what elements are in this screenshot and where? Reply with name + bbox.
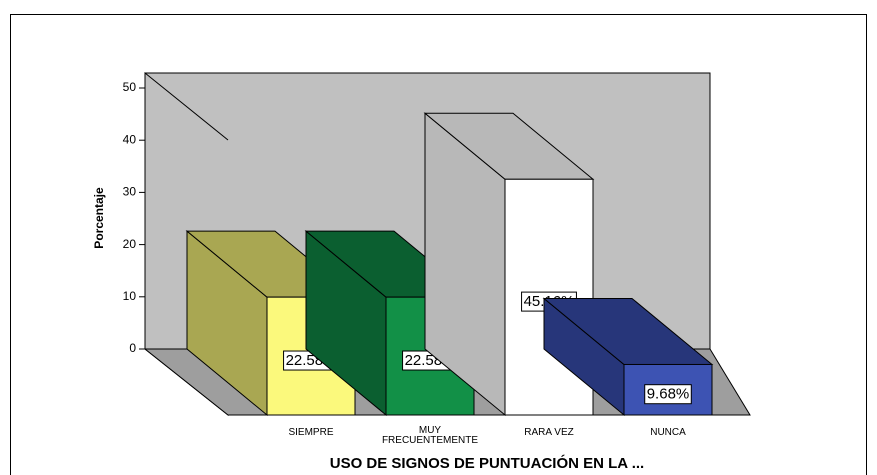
x-tick-label: SIEMPRE [288, 427, 333, 438]
value-label: 9.68% [647, 386, 690, 403]
x-tick-label: NUNCA [650, 427, 686, 438]
y-tick-label: 50 [123, 80, 137, 94]
value-label-box [644, 384, 692, 405]
y-tick-label: 40 [123, 132, 137, 146]
y-axis-title: Porcentaje [92, 187, 106, 249]
x-axis-title: USO DE SIGNOS DE PUNTUACIÓN EN LA ... [330, 454, 644, 472]
y-tick-label: 0 [129, 341, 136, 355]
bar [623, 363, 713, 416]
x-tick-label: RARA VEZ [524, 427, 573, 438]
y-tick-label: 10 [123, 289, 137, 303]
x-tick-label: MUY FRECUENTEMENTE [382, 425, 478, 446]
frame [10, 14, 867, 475]
y-tick-label: 20 [123, 237, 137, 251]
y-tick-label: 30 [123, 185, 137, 199]
wall-edge [144, 72, 229, 141]
